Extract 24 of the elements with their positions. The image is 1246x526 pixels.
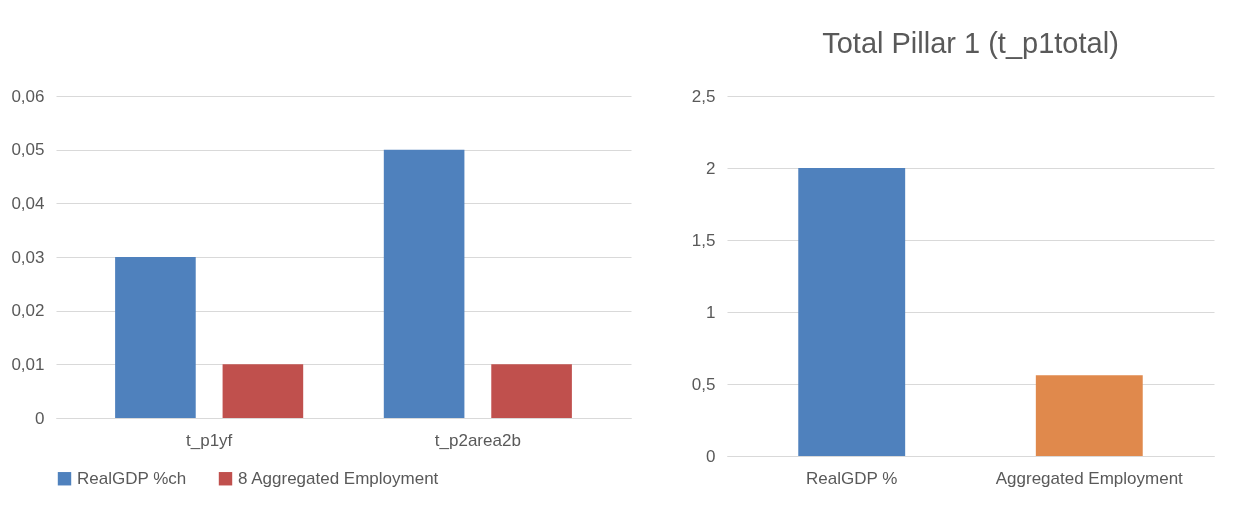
y-tick-label: 1 <box>706 302 716 322</box>
x-tick-label: t_p1yf <box>186 430 233 450</box>
y-tick-label: 0,02 <box>11 301 45 321</box>
bar <box>222 364 304 418</box>
bar <box>491 364 572 418</box>
x-tick-label: t_p2area2b <box>434 430 521 450</box>
y-tick-label: 2 <box>706 158 716 178</box>
chart-title: Total Pillar 1 (t_p1total) <box>822 27 1119 59</box>
y-tick-label: 0 <box>706 446 716 466</box>
y-tick-label: 0,03 <box>11 247 45 267</box>
y-tick-label: 0,04 <box>11 193 45 213</box>
bar <box>383 149 465 418</box>
y-tick-label: 0,5 <box>691 374 716 394</box>
y-tick-label: 0,01 <box>11 354 45 374</box>
legend-label: 8 Aggregated Employment <box>238 468 439 488</box>
y-tick-label: 1,5 <box>691 230 716 250</box>
y-tick-label: 0 <box>35 408 45 428</box>
y-tick-label: 2,5 <box>691 86 716 106</box>
y-tick-label: 0,06 <box>11 86 45 106</box>
bar <box>115 257 196 418</box>
legend-label: RealGDP %ch <box>77 468 187 488</box>
x-tick-label: RealGDP % <box>806 468 898 488</box>
x-tick-label: Aggregated Employment <box>995 468 1184 488</box>
y-tick-label: 0,05 <box>11 140 45 160</box>
